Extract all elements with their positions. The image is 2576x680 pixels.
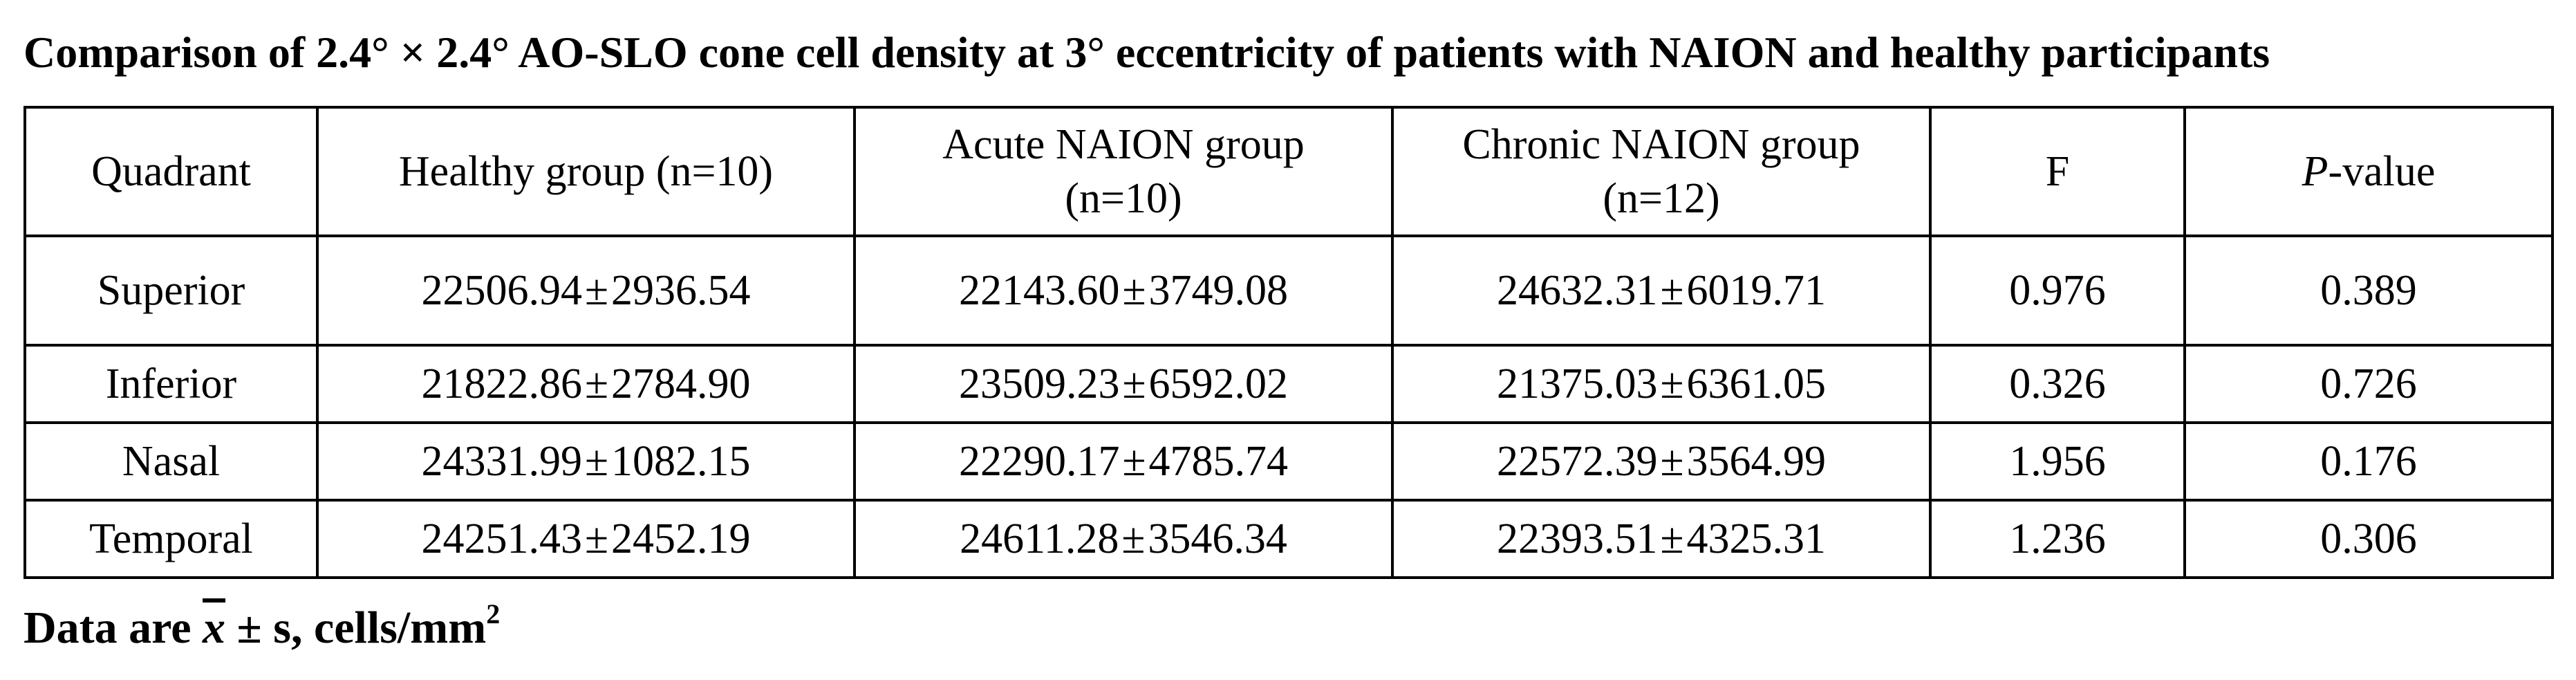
cell-quadrant: Superior: [24, 235, 319, 347]
cell-chronic: 22572.39±3564.99: [1391, 421, 1932, 502]
mean-value: 24632.31: [1496, 267, 1658, 314]
cell-healthy: 22506.94±2936.54: [316, 235, 856, 347]
cell-chronic: 24632.31±6019.71: [1391, 235, 1932, 347]
mean-value: 21375.03: [1496, 360, 1658, 407]
header-acute-group: Acute NAION group (n=10): [853, 106, 1394, 237]
sd-value: 2452.19: [611, 515, 751, 562]
mean-value: 24611.28: [960, 515, 1119, 562]
plus-minus-sign: ±: [1660, 515, 1684, 562]
table-row: Superior 22506.94±2936.54 22143.60±3749.…: [24, 235, 2554, 347]
plus-minus-sign: ±: [1122, 267, 1146, 314]
footnote-superscript: 2: [486, 598, 501, 630]
sd-value: 2936.54: [611, 267, 751, 314]
header-chronic-group: Chronic NAION group (n=12): [1391, 106, 1932, 237]
mean-value: 24331.99: [421, 438, 582, 485]
header-acute-line1: Acute NAION group: [942, 121, 1305, 168]
mean-symbol: x: [203, 603, 226, 653]
cell-acute: 22143.60±3749.08: [853, 235, 1394, 347]
header-acute-line2: (n=10): [1065, 175, 1182, 222]
footnote-plus-minus: ±: [236, 603, 262, 653]
header-quadrant: Quadrant: [24, 106, 319, 237]
sd-value: 3546.34: [1148, 515, 1287, 562]
cell-healthy: 21822.86±2784.90: [316, 344, 856, 424]
sd-value: 4785.74: [1148, 438, 1289, 485]
plus-minus-sign: ±: [584, 267, 609, 314]
plus-minus-sign: ±: [1660, 267, 1684, 314]
cell-quadrant: Temporal: [24, 499, 319, 579]
plus-minus-sign: ±: [584, 438, 609, 485]
cell-f: 1.956: [1929, 421, 2186, 502]
cell-p-value: 0.389: [2183, 235, 2554, 347]
table-footnote: Data are x ± s, cells/mm2: [24, 595, 500, 661]
cell-acute: 23509.23±6592.02: [853, 344, 1394, 424]
header-p-letter: P: [2302, 148, 2328, 195]
cell-quadrant: Inferior: [24, 344, 319, 424]
header-chronic-line1: Chronic NAION group: [1462, 121, 1860, 168]
plus-minus-sign: ±: [1122, 360, 1146, 407]
cell-p-value: 0.726: [2183, 344, 2554, 424]
sd-value: 6361.05: [1686, 360, 1827, 407]
cell-acute: 22290.17±4785.74: [853, 421, 1394, 502]
sd-value: 6019.71: [1686, 267, 1827, 314]
cell-chronic: 21375.03±6361.05: [1391, 344, 1932, 424]
mean-value: 22143.60: [958, 267, 1120, 314]
table-row: Temporal 24251.43±2452.19 24611.28±3546.…: [24, 499, 2554, 579]
header-chronic-line2: (n=12): [1603, 175, 1720, 222]
cell-f: 1.236: [1929, 499, 2186, 579]
sd-value: 2784.90: [611, 360, 751, 407]
header-p-suffix: -value: [2328, 148, 2436, 195]
plus-minus-sign: ±: [1660, 438, 1684, 485]
cell-healthy: 24251.43±2452.19: [316, 499, 856, 579]
cell-p-value: 0.176: [2183, 421, 2554, 502]
table-row: Nasal 24331.99±1082.15 22290.17±4785.74 …: [24, 421, 2554, 502]
mean-value: 21822.86: [421, 360, 582, 407]
mean-value: 24251.43: [421, 515, 582, 562]
mean-value: 22290.17: [958, 438, 1120, 485]
header-row: Quadrant Healthy group (n=10) Acute NAIO…: [24, 106, 2554, 237]
cone-density-table: Quadrant Healthy group (n=10) Acute NAIO…: [24, 106, 2554, 579]
mean-value: 22393.51: [1496, 515, 1658, 562]
sd-value: 1082.15: [611, 438, 751, 485]
footnote-prefix: Data are: [24, 603, 203, 653]
cell-p-value: 0.306: [2183, 499, 2554, 579]
cell-healthy: 24331.99±1082.15: [316, 421, 856, 502]
sd-value: 6592.02: [1148, 360, 1289, 407]
footnote-unit: s, cells/mm: [261, 603, 487, 653]
cell-quadrant: Nasal: [24, 421, 319, 502]
mean-value: 23509.23: [958, 360, 1120, 407]
header-f: F: [1929, 106, 2186, 237]
sd-value: 3564.99: [1686, 438, 1827, 485]
sd-value: 4325.31: [1686, 515, 1827, 562]
cell-f: 0.326: [1929, 344, 2186, 424]
header-healthy-group: Healthy group (n=10): [316, 106, 856, 237]
sd-value: 3749.08: [1148, 267, 1289, 314]
mean-value: 22572.39: [1496, 438, 1658, 485]
plus-minus-sign: ±: [1122, 438, 1146, 485]
cell-f: 0.976: [1929, 235, 2186, 347]
header-p-value: P-value: [2183, 106, 2554, 237]
plus-minus-sign: ±: [584, 360, 609, 407]
cell-chronic: 22393.51±4325.31: [1391, 499, 1932, 579]
table-title: Comparison of 2.4° × 2.4° AO-SLO cone ce…: [24, 28, 2270, 77]
plus-minus-sign: ±: [1121, 515, 1146, 562]
plus-minus-sign: ±: [584, 515, 609, 562]
mean-value: 22506.94: [421, 267, 582, 314]
cell-acute: 24611.28±3546.34: [853, 499, 1394, 579]
plus-minus-sign: ±: [1660, 360, 1684, 407]
table-row: Inferior 21822.86±2784.90 23509.23±6592.…: [24, 344, 2554, 424]
